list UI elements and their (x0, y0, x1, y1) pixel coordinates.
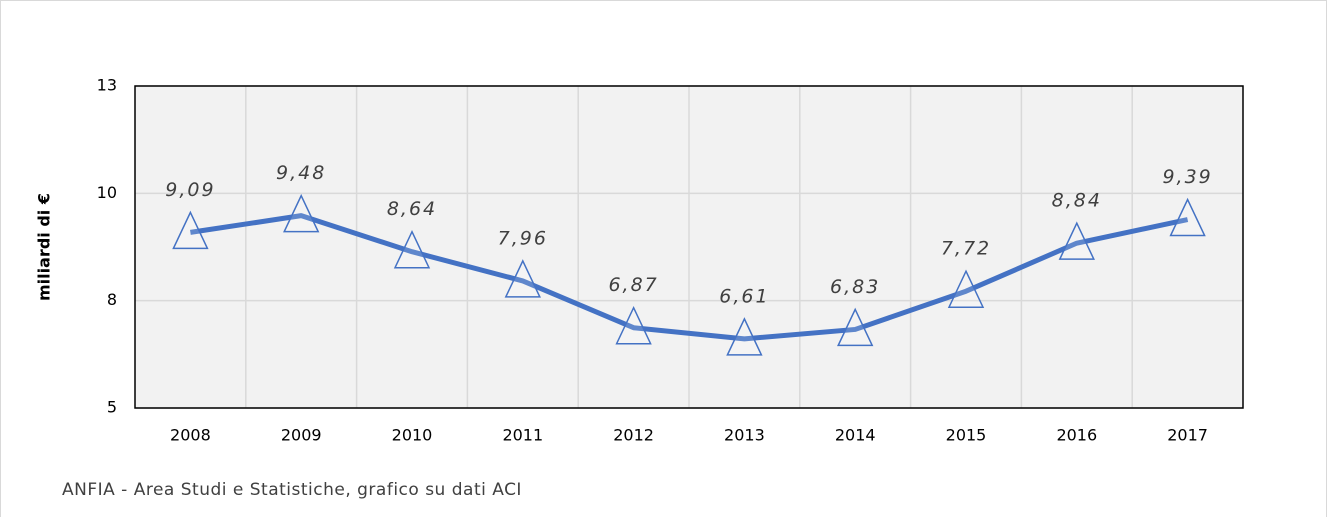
x-tick-label: 2009 (281, 426, 322, 445)
marker (837, 307, 874, 347)
y-tick-label: 13 (97, 76, 117, 95)
marker (947, 269, 985, 308)
data-label: 6,87 (608, 274, 658, 296)
x-tick-label: 2010 (392, 426, 433, 445)
x-tick-label: 2008 (170, 426, 211, 445)
x-tick-label: 2013 (724, 426, 765, 445)
data-label: 8,84 (1052, 190, 1102, 212)
marker (393, 229, 431, 269)
x-tick-label: 2012 (613, 426, 654, 445)
x-tick-label: 2011 (502, 426, 543, 445)
y-tick-label: 5 (107, 398, 117, 417)
data-label: 6,61 (719, 285, 769, 307)
x-tick-label: 2015 (946, 426, 987, 445)
x-tick-label: 2017 (1167, 426, 1208, 445)
plot-border (134, 85, 1244, 409)
data-label: 8,64 (387, 198, 437, 220)
source-note: ANFIA - Area Studi e Statistiche, grafic… (62, 480, 522, 500)
data-label: 9,39 (1162, 166, 1212, 188)
marker (726, 317, 763, 356)
marker (283, 193, 320, 233)
marker (1058, 221, 1095, 260)
data-label: 7,72 (941, 238, 991, 260)
marker (1169, 197, 1206, 237)
data-label: 7,96 (498, 227, 548, 249)
data-label: 9,09 (165, 179, 215, 201)
x-tick-label: 2014 (835, 426, 876, 445)
data-label: 9,48 (276, 162, 326, 184)
y-tick-label: 10 (97, 183, 117, 202)
marker (615, 305, 652, 345)
series-line (190, 213, 1189, 342)
data-label: 6,83 (830, 276, 880, 298)
marker (172, 210, 209, 250)
y-tick-label: 8 (107, 290, 117, 309)
y-axis-label: miliardi di € (35, 193, 54, 301)
x-tick-label: 2016 (1056, 426, 1097, 445)
marker (504, 259, 541, 298)
